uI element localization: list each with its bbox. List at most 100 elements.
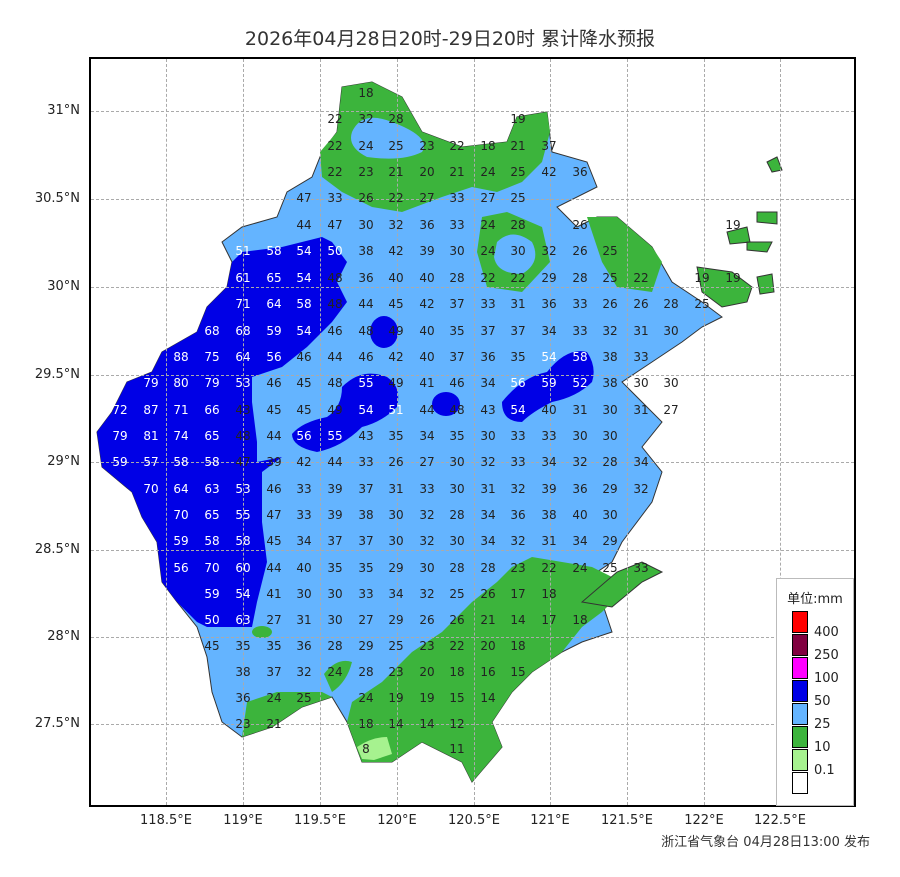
- precip-value: 32: [633, 482, 649, 496]
- gridline-29-5n: [91, 375, 854, 376]
- precip-value: 54: [235, 587, 251, 601]
- region-25-50-north-inner: [351, 117, 424, 159]
- precip-value: 34: [419, 429, 435, 443]
- precip-value: 25: [388, 639, 404, 653]
- precip-value: 81: [143, 429, 159, 443]
- precip-value: 29: [388, 561, 404, 575]
- precip-value: 68: [235, 324, 251, 338]
- lat-tick-label: 31°N: [47, 103, 80, 118]
- precip-value: 30: [480, 429, 496, 443]
- precip-value: 27: [266, 613, 282, 627]
- legend-swatch: [792, 726, 808, 748]
- precip-value: 39: [327, 482, 343, 496]
- precip-value: 12: [449, 717, 465, 731]
- precip-value: 14: [388, 717, 404, 731]
- precip-value: 46: [327, 324, 343, 338]
- precip-value: 44: [296, 218, 312, 232]
- precip-value: 28: [602, 455, 618, 469]
- precip-value: 37: [510, 324, 526, 338]
- precip-value: 61: [235, 271, 251, 285]
- precip-value: 30: [388, 534, 404, 548]
- precip-value: 58: [572, 350, 588, 364]
- precip-value: 46: [296, 350, 312, 364]
- precip-value: 31: [572, 403, 588, 417]
- precip-value: 36: [235, 691, 251, 705]
- precip-value: 56: [296, 429, 312, 443]
- precip-value: 19: [388, 691, 404, 705]
- precip-value: 16: [480, 665, 496, 679]
- precip-value: 26: [633, 297, 649, 311]
- precip-value: 22: [449, 139, 465, 153]
- region-10-25-small: [252, 626, 272, 638]
- region-50-100-small1: [370, 316, 398, 348]
- precip-value: 33: [572, 324, 588, 338]
- lon-tick-label: 119°E: [223, 813, 263, 828]
- precip-value: 33: [541, 429, 557, 443]
- precip-value: 31: [633, 403, 649, 417]
- precip-value: 34: [541, 324, 557, 338]
- precip-value: 23: [419, 139, 435, 153]
- precip-value: 34: [572, 534, 588, 548]
- precip-value: 49: [327, 403, 343, 417]
- region-50-100-west: [97, 237, 347, 627]
- precip-value: 59: [266, 324, 282, 338]
- lon-tick-label: 121.5°E: [601, 813, 653, 828]
- gridline-122e: [704, 59, 705, 805]
- precip-value: 35: [358, 561, 374, 575]
- precip-value: 71: [235, 297, 251, 311]
- legend-label: 0.1: [814, 763, 835, 778]
- region-10-25-southwest: [242, 692, 332, 737]
- precip-value: 27: [419, 191, 435, 205]
- precip-value: 28: [480, 561, 496, 575]
- precip-value: 19: [510, 112, 526, 126]
- precip-value: 30: [633, 376, 649, 390]
- precip-value: 46: [266, 376, 282, 390]
- precip-value: 64: [235, 350, 251, 364]
- precip-value: 30: [296, 587, 312, 601]
- precip-value: 32: [480, 455, 496, 469]
- precip-value: 21: [388, 165, 404, 179]
- legend-label: 10: [814, 740, 831, 755]
- precip-value: 24: [266, 691, 282, 705]
- precip-value: 33: [510, 455, 526, 469]
- gridline-27-5n: [91, 724, 854, 725]
- precip-value: 59: [204, 587, 220, 601]
- precip-value: 47: [296, 191, 312, 205]
- precip-value: 30: [449, 534, 465, 548]
- precip-value: 30: [510, 244, 526, 258]
- precip-value: 30: [327, 587, 343, 601]
- precip-value: 47: [327, 218, 343, 232]
- region-50-100-east: [502, 351, 594, 422]
- precip-value: 79: [204, 376, 220, 390]
- gridline-28n: [91, 637, 854, 638]
- precip-value: 44: [327, 455, 343, 469]
- lat-tick-label: 28.5°N: [34, 542, 80, 557]
- precip-value: 31: [480, 482, 496, 496]
- precip-value: 41: [419, 376, 435, 390]
- precip-value: 26: [602, 297, 618, 311]
- precip-value: 34: [296, 534, 312, 548]
- precip-value: 30: [602, 403, 618, 417]
- precip-value: 22: [541, 561, 557, 575]
- precip-value: 24: [327, 665, 343, 679]
- precip-value: 59: [173, 534, 189, 548]
- precip-value: 33: [572, 297, 588, 311]
- precip-value: 31: [510, 297, 526, 311]
- precip-value: 27: [358, 613, 374, 627]
- precip-value: 35: [510, 350, 526, 364]
- precip-value: 28: [449, 508, 465, 522]
- precip-value: 28: [449, 561, 465, 575]
- precip-value: 35: [388, 429, 404, 443]
- precip-value: 19: [725, 218, 741, 232]
- precip-value: 54: [358, 403, 374, 417]
- precip-value: 38: [602, 376, 618, 390]
- precip-value: 35: [449, 429, 465, 443]
- lon-tick-label: 119.5°E: [294, 813, 346, 828]
- precip-value: 49: [388, 376, 404, 390]
- precip-value: 22: [480, 271, 496, 285]
- gridline-119-5e: [320, 59, 321, 805]
- precip-value: 43: [358, 429, 374, 443]
- zhoushan-islands: [696, 156, 783, 308]
- precip-value: 39: [419, 244, 435, 258]
- precip-value: 75: [204, 350, 220, 364]
